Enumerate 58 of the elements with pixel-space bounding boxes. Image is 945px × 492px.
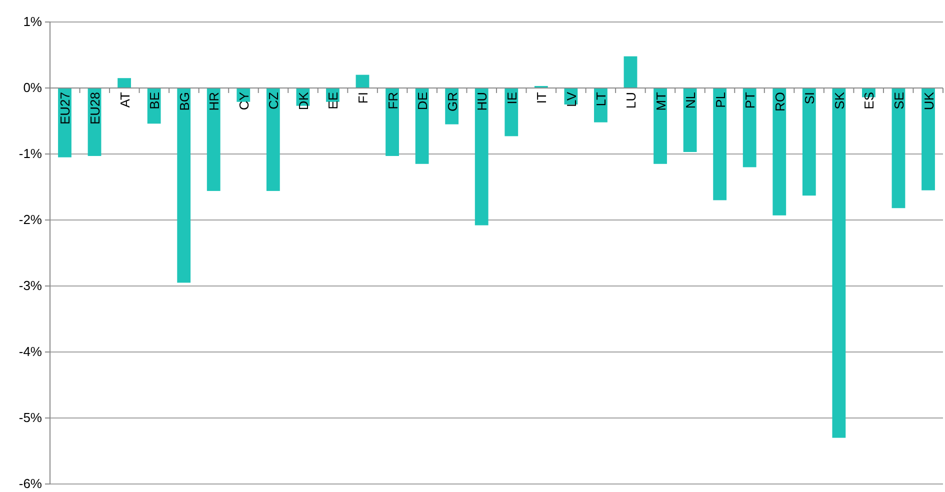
y-tick-label: -6% (18, 476, 42, 492)
x-tick-label: CY (236, 92, 252, 110)
x-tick-label: HR (206, 92, 222, 111)
x-tick-label: LT (594, 92, 609, 106)
x-tick-label: EU27 (58, 92, 73, 125)
x-tick-label: ES (862, 92, 877, 110)
bar (386, 88, 399, 156)
y-tick-label: -4% (18, 344, 42, 360)
bar (356, 74, 370, 88)
x-tick-label: GR (444, 92, 460, 112)
x-tick-label: SK (832, 92, 847, 110)
bar (713, 88, 727, 200)
bar (802, 88, 816, 196)
x-tick-label: FI (356, 92, 371, 104)
bar (654, 88, 667, 164)
y-tick-label: 1% (23, 14, 42, 30)
bar (118, 78, 131, 88)
y-tick-label: -3% (18, 278, 42, 294)
x-tick-label: BG (176, 92, 192, 111)
x-tick-label: NL (683, 92, 698, 109)
bar (594, 88, 608, 122)
bar (922, 88, 935, 190)
x-tick-label: AT (117, 92, 132, 108)
bar (892, 88, 906, 208)
x-tick-label: DK (296, 92, 311, 110)
x-tick-label: MT (653, 92, 668, 111)
x-tick-label: EE (326, 92, 341, 110)
bar (177, 88, 191, 283)
y-tick-label: -2% (18, 212, 42, 228)
x-tick-label: UK (921, 92, 936, 110)
x-tick-label: CZ (266, 92, 282, 110)
x-tick-label: SE (891, 92, 906, 110)
bar (266, 88, 280, 191)
y-tick-label: -5% (18, 410, 42, 426)
x-tick-label: BE (147, 92, 162, 110)
x-tick-label: PT (742, 92, 758, 109)
x-tick-label: SI (802, 92, 818, 104)
bar (415, 88, 429, 164)
x-tick-label: EU28 (88, 92, 103, 125)
bar (474, 88, 488, 226)
bar (624, 56, 638, 88)
bar (504, 88, 518, 136)
x-tick-label: FR (385, 92, 400, 110)
y-tick-label: 0% (23, 80, 42, 96)
x-tick-label: HU (474, 92, 490, 111)
bar (832, 88, 846, 438)
bar (772, 88, 786, 216)
x-tick-label: RO (772, 92, 788, 112)
y-tick-label: -1% (18, 146, 42, 162)
x-tick-label: IT (534, 92, 550, 104)
x-tick-label: LV (564, 92, 579, 107)
x-tick-label: LU (623, 92, 638, 109)
bar (206, 88, 220, 191)
x-tick-label: IE (504, 92, 520, 104)
bar (742, 88, 756, 168)
x-tick-label: DE (415, 92, 430, 110)
bar (683, 88, 697, 152)
x-tick-label: PL (712, 92, 728, 108)
